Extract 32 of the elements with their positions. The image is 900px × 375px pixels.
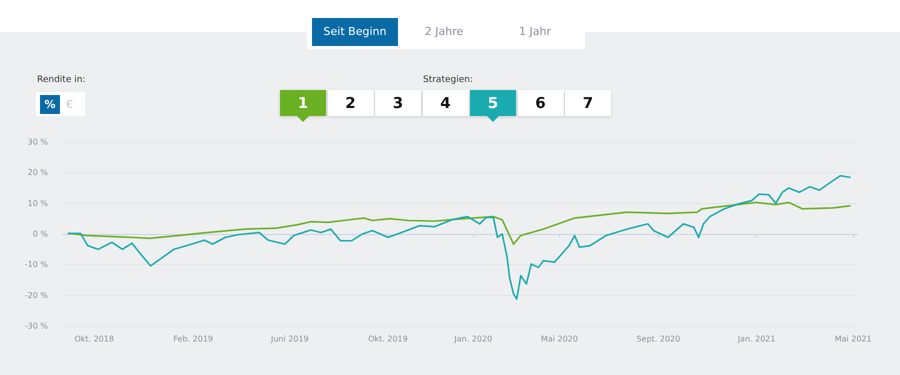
- line-series: [68, 174, 851, 300]
- line-series: [68, 202, 851, 245]
- y-tick-label: -10 %: [24, 260, 48, 270]
- text: %: [40, 94, 60, 114]
- text: 2: [328, 90, 374, 116]
- y-tick-label: 0 %: [32, 230, 48, 238]
- text: 4: [422, 90, 468, 116]
- x-tick-label: Jan. 2020: [453, 334, 492, 344]
- x-tick-label: Mai 2020: [540, 334, 578, 344]
- text: Seit Beginn: [312, 18, 398, 46]
- text: €: [66, 98, 73, 110]
- y-tick-label: -30 %: [24, 322, 48, 330]
- text: Rendite in:: [37, 75, 86, 85]
- text: 1: [280, 90, 326, 116]
- x-tick-label: Feb. 2019: [173, 334, 213, 344]
- x-tick-label: Mai 2021: [834, 334, 872, 344]
- y-tick-label: 10 %: [28, 198, 48, 208]
- text: 3: [375, 90, 421, 116]
- y-tick-label: 30 %: [28, 138, 48, 146]
- x-tick-label: Sept. 2020: [636, 334, 680, 344]
- text: 2 Jahre: [424, 25, 464, 38]
- x-tick-label: Okt. 2019: [368, 334, 408, 344]
- text: 1 Jahr: [518, 25, 552, 38]
- x-tick-label: Okt. 2018: [74, 334, 114, 344]
- x-tick-label: Juni 2019: [270, 334, 309, 344]
- y-tick-label: 20 %: [28, 168, 48, 178]
- legend-title: Strategien:: [422, 75, 474, 85]
- y-tick-label: -20 %: [24, 290, 48, 300]
- text: 6: [518, 90, 564, 116]
- x-tick-label: Jan. 2021: [736, 334, 776, 344]
- text: 7: [565, 90, 611, 116]
- text: 5: [470, 90, 516, 116]
